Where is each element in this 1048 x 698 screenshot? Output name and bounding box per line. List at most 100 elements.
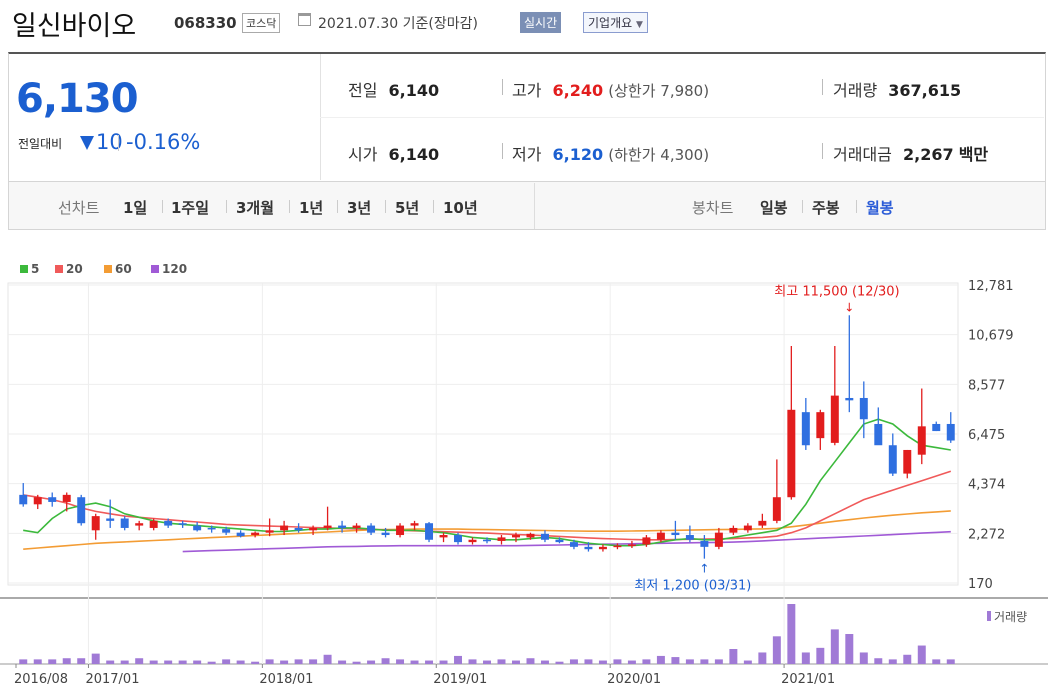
volume-bar [454,655,463,664]
volume-bar [251,661,260,664]
volume-bar [743,660,752,664]
candle-weekly[interactable]: 주봉 [812,199,840,217]
volume-bar [193,660,202,664]
volume-bar [396,659,405,664]
volume-bar [888,659,897,664]
candle-chart-label: 봉차트 [692,199,734,217]
x-tick-label: 2018/01 [259,672,313,687]
volume-bar [656,655,665,664]
volume-label: 거래량 [833,81,878,100]
realtime-button[interactable]: 실시간 [520,12,562,33]
lower-limit: (하한가 4,300) [608,146,710,164]
volume-bar [569,659,578,664]
volume-bar [758,652,767,664]
candle-body [149,520,158,528]
volume-bar [685,659,694,664]
candle-body [251,532,260,536]
prev-close-value: 6,140 [388,81,440,100]
volume-bar [671,657,680,664]
candle-body [425,523,434,540]
volume-bar [425,660,434,664]
candle-body [816,412,825,439]
candle-body [62,494,71,502]
volume-legend-swatch [987,611,991,621]
volume-bar [265,659,274,664]
candle-body [511,535,520,538]
volume-bar [845,634,854,664]
period-1w[interactable]: 1주일 [171,199,210,217]
y-tick-label: 12,781 [968,279,1014,294]
volume-bar [178,660,187,664]
volume-bar [932,659,941,664]
volume-bar [613,659,622,664]
candle-body [207,527,216,530]
candle-body [627,544,636,546]
volume-bar [555,661,564,664]
candle-body [888,445,897,474]
divider [320,117,1044,118]
volume-bar [584,659,593,664]
candle-body [917,426,926,455]
period-3m[interactable]: 3개월 [236,199,275,217]
volume-bar [787,604,796,664]
legend-swatch-ma5 [20,265,28,273]
price-chart[interactable]: 12,781 10,679 8,577 6,475 4,374 2,272 170 2016/… [0,252,1048,698]
date-basis: 기준(장마감) [402,16,478,32]
divider [822,79,823,95]
period-3y[interactable]: 3년 [347,199,372,217]
volume-bar [483,660,491,664]
period-1d[interactable]: 1일 [123,199,148,217]
candle-body [758,520,767,526]
y-tick-label: 6,475 [968,428,1005,443]
candle-body [555,539,564,543]
candle-monthly[interactable]: 월봉 [866,199,894,217]
candle-body [396,525,405,536]
candle-body [454,535,463,543]
divider [433,200,434,213]
amount-unit: 백만 [958,145,989,164]
volume-bar [526,658,535,664]
candle-daily[interactable]: 일봉 [760,199,788,217]
period-5y[interactable]: 5년 [395,199,420,217]
volume-bar [830,629,839,664]
change-percent: -0.16% [117,130,201,154]
corp-info-dropdown[interactable]: 기업개요 ▼ [583,12,648,33]
x-tick-label: 2017/01 [85,672,139,687]
high-arrow-icon: ↓ [844,300,854,314]
candle-body [280,525,289,531]
period-1y[interactable]: 1년 [299,199,324,217]
candle-body [540,533,549,540]
down-triangle-icon [80,136,94,150]
low-annotation: 최저 1,200 (03/31) [634,579,751,594]
candle-body [845,397,854,401]
candle-body [483,539,491,542]
divider [226,200,227,213]
volume-bar [135,658,144,664]
divider [802,200,803,213]
date-value: 2021.07.30 [318,16,399,32]
candle-body [222,529,231,533]
candle-body [120,518,129,528]
high-annotation: 최고 11,500 (12/30) [774,284,899,299]
candle-body [352,525,361,528]
high-price: 고가 6,240 (상한가 7,980) [512,77,709,101]
candle-body [859,397,868,420]
volume-bar [801,652,810,664]
candle-body [772,497,781,521]
divider [162,200,163,213]
volume-bar [323,654,332,664]
candle-body [410,523,419,526]
candle-body [932,423,941,432]
period-10y[interactable]: 10년 [443,199,478,217]
candle-body [656,532,665,540]
candle-body [338,525,347,528]
candle-body [671,532,680,536]
caret-down-icon: ▼ [636,20,643,30]
y-tick-label: 4,374 [968,478,1005,493]
candle-body [946,423,955,441]
volume-bar [33,659,42,664]
volume-bar [874,658,883,664]
low-label: 저가 [512,145,542,164]
volume-bar [540,660,549,664]
volume-bar [207,661,216,664]
